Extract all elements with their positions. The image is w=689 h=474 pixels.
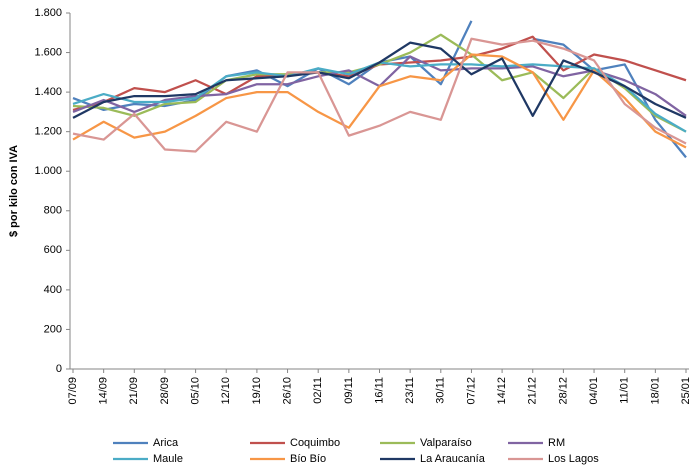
x-tick-label: 19/10 — [251, 377, 263, 405]
y-tick-label: 800 — [44, 205, 62, 217]
x-tick-label: 09/11 — [343, 377, 355, 404]
x-tick-label: 21/09 — [128, 377, 140, 405]
x-tick-label: 14/09 — [98, 377, 110, 405]
y-tick-label: 1.600 — [34, 46, 62, 58]
legend-label: Valparaíso — [420, 437, 472, 449]
x-tick-label: 30/11 — [435, 377, 447, 404]
y-tick-label: 1.000 — [34, 165, 62, 177]
x-tick-label: 21/12 — [527, 377, 539, 405]
x-tick-label: 16/11 — [373, 377, 385, 404]
y-tick-label: 1.200 — [34, 126, 62, 138]
legend-label: Coquimbo — [290, 437, 340, 449]
x-tick-label: 18/01 — [649, 377, 661, 405]
x-tick-label: 25/01 — [680, 377, 689, 405]
series-line — [72, 33, 687, 133]
x-tick-label: 28/12 — [557, 377, 569, 405]
series-line — [72, 41, 687, 119]
x-tick-label: 26/10 — [281, 377, 293, 405]
x-tick-label: 04/01 — [588, 377, 600, 405]
series-line — [532, 37, 687, 159]
legend-label: RM — [548, 437, 565, 449]
legend-label: Arica — [153, 437, 179, 449]
x-tick-label: 28/09 — [159, 377, 171, 405]
x-tick-label: 14/12 — [496, 377, 508, 405]
legend-label: Los Lagos — [548, 453, 599, 465]
y-tick-label: 0 — [56, 363, 62, 375]
legend-label: Maule — [153, 453, 183, 465]
series-line — [72, 37, 687, 153]
y-tick-label: 1.800 — [34, 7, 62, 19]
x-tick-label: 23/11 — [404, 377, 416, 404]
series-line — [72, 53, 687, 149]
x-tick-label: 02/11 — [312, 377, 324, 404]
y-axis-title: $ por kilo con IVA — [8, 145, 20, 237]
x-tick-label: 12/10 — [220, 377, 232, 405]
y-tick-label: 600 — [44, 244, 62, 256]
y-tick-label: 400 — [44, 284, 62, 296]
y-tick-label: 1.400 — [34, 86, 62, 98]
legend-label: Bío Bío — [290, 453, 326, 465]
x-tick-label: 07/09 — [67, 377, 79, 405]
y-tick-label: 200 — [44, 323, 62, 335]
x-tick-label: 07/12 — [465, 377, 477, 405]
x-tick-label: 05/10 — [190, 377, 202, 405]
legend-label: La Araucanía — [420, 453, 486, 465]
x-tick-label: 11/01 — [619, 377, 631, 404]
